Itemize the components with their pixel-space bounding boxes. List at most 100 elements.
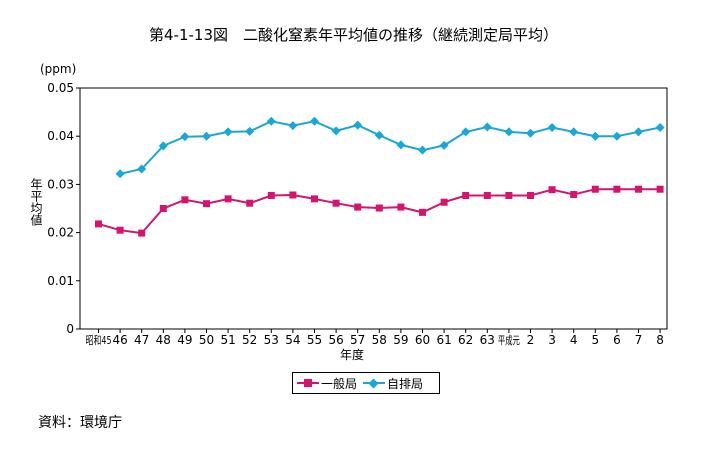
y-axis-unit: (ppm) <box>40 62 77 76</box>
data-point-series-2 <box>137 164 147 174</box>
data-point-series-1 <box>527 191 534 199</box>
x-tick-label: 51 <box>220 333 235 347</box>
data-point-series-1 <box>440 198 448 206</box>
data-point-series-2 <box>223 127 233 137</box>
legend-item-series-2: 自排局 <box>363 375 423 392</box>
x-axis-label: 年度 <box>340 348 365 362</box>
legend-swatch-series-2 <box>363 378 386 388</box>
data-point-series-2 <box>418 145 427 155</box>
x-tick-label: 59 <box>393 333 408 347</box>
x-tick-label: 7 <box>635 333 643 347</box>
data-point-series-2 <box>266 116 276 126</box>
y-tick-label: 0.04 <box>47 129 74 143</box>
x-tick-label: 54 <box>285 333 300 347</box>
data-point-series-2 <box>310 116 319 126</box>
x-tick-label: 62 <box>458 333 473 347</box>
data-point-series-1 <box>548 186 556 194</box>
data-point-series-2 <box>115 169 125 179</box>
data-point-series-1 <box>203 200 210 208</box>
y-tick-label: 0.02 <box>47 226 74 240</box>
legend-item-series-1: 一般局 <box>297 375 357 392</box>
data-point-series-1 <box>591 185 599 193</box>
data-point-series-2 <box>590 131 600 141</box>
data-point-series-1 <box>419 208 426 216</box>
data-point-series-1 <box>289 191 297 199</box>
x-tick-label: 50 <box>199 333 214 347</box>
data-point-series-1 <box>267 191 275 199</box>
data-point-series-2 <box>353 120 363 130</box>
data-point-series-1 <box>224 195 232 203</box>
x-tick-label: 6 <box>613 333 621 347</box>
data-point-series-1 <box>635 185 642 193</box>
x-tick-label: 47 <box>134 333 149 347</box>
data-point-series-2 <box>655 123 665 133</box>
legend: 一般局 自排局 <box>292 372 440 394</box>
x-tick-label: 8 <box>656 333 664 347</box>
data-point-series-1 <box>159 205 167 212</box>
data-point-series-1 <box>570 191 578 199</box>
plot-frame <box>79 87 668 330</box>
data-point-series-2 <box>202 131 211 141</box>
y-tick-label: 0.03 <box>47 177 74 191</box>
data-point-series-1 <box>181 196 189 204</box>
data-point-series-1 <box>332 199 340 207</box>
data-point-series-2 <box>634 127 643 137</box>
data-point-series-2 <box>245 126 255 136</box>
legend-swatch-series-1 <box>297 379 319 387</box>
data-point-series-2 <box>547 123 557 133</box>
data-point-series-2 <box>180 132 190 142</box>
x-tick-label: 55 <box>307 333 322 347</box>
x-tick-label: 60 <box>415 333 430 347</box>
y-axis-label: 年平均値 <box>29 178 43 226</box>
x-tick-label: 昭和45 <box>86 334 112 347</box>
x-tick-label: 3 <box>548 333 556 347</box>
data-point-series-2 <box>439 140 449 150</box>
data-point-series-2 <box>461 127 471 137</box>
x-tick-label: 4 <box>570 333 578 347</box>
x-tick-label: 49 <box>177 333 192 347</box>
x-tick-label: 46 <box>112 333 127 347</box>
x-tick-label: 53 <box>264 333 279 347</box>
data-point-series-2 <box>331 126 341 136</box>
x-tick-label: 57 <box>350 333 365 347</box>
data-point-series-1 <box>483 191 491 199</box>
data-point-series-1 <box>95 220 102 228</box>
chart-title: 第4-1-13図 二酸化窒素年平均値の推移（継続測定局平均） <box>148 26 558 44</box>
x-tick-label: 5 <box>591 333 599 347</box>
data-point-series-1 <box>116 226 124 234</box>
data-point-series-1 <box>311 195 318 203</box>
legend-label-series-2: 自排局 <box>387 376 424 391</box>
x-tick-label: 48 <box>156 333 171 347</box>
y-tick-label: 0.05 <box>47 81 74 95</box>
data-point-series-1 <box>354 203 362 211</box>
x-tick-label: 58 <box>372 333 387 347</box>
y-tick-label: 0.01 <box>47 274 74 288</box>
data-point-series-2 <box>612 131 622 141</box>
data-point-series-1 <box>613 185 621 193</box>
data-point-series-2 <box>158 141 168 151</box>
data-point-series-2 <box>482 122 492 132</box>
x-tick-label: 63 <box>480 333 495 347</box>
data-point-series-2 <box>396 140 406 150</box>
data-point-series-2 <box>504 127 514 137</box>
diamond-marker-icon <box>368 378 379 388</box>
data-point-series-1 <box>138 229 146 237</box>
data-point-series-1 <box>462 191 470 199</box>
data-point-series-2 <box>526 128 535 138</box>
series-line-2 <box>119 120 661 175</box>
x-tick-label: 52 <box>242 333 257 347</box>
data-point-series-1 <box>505 191 513 199</box>
square-marker-icon <box>304 379 312 387</box>
x-tick-label: 56 <box>328 333 343 347</box>
data-point-series-2 <box>288 121 298 131</box>
y-tick-label: 0 <box>66 322 74 336</box>
x-tick-label: 2 <box>527 333 535 347</box>
data-point-series-2 <box>374 130 384 140</box>
data-point-series-1 <box>397 203 405 211</box>
x-tick-label: 61 <box>436 333 451 347</box>
legend-label-series-1: 一般局 <box>321 376 358 391</box>
data-point-series-1 <box>246 199 254 207</box>
data-point-series-1 <box>375 204 383 212</box>
source-note: 資料：環境庁 <box>38 415 122 431</box>
